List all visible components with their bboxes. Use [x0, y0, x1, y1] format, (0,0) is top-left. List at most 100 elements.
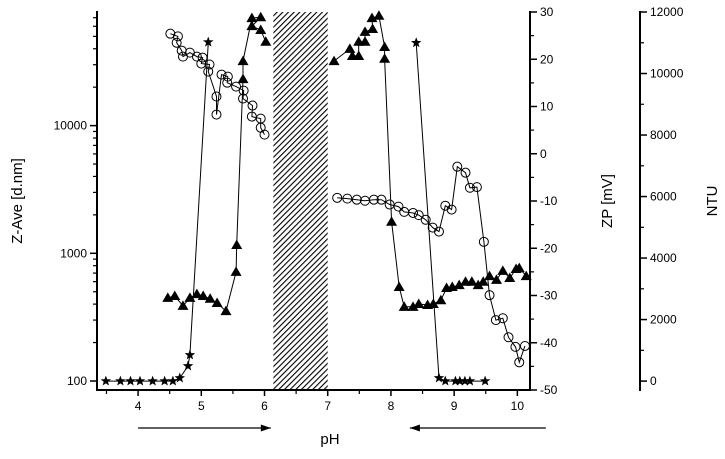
zp-point [211, 297, 223, 308]
zave-point [211, 109, 222, 120]
zave-point [222, 77, 233, 88]
zp-point [367, 23, 379, 34]
x-tick-label: 10 [511, 399, 525, 413]
ntu-point [479, 375, 491, 386]
zp-point [344, 43, 356, 53]
zp-tick-label: 20 [540, 52, 554, 66]
zp-point [504, 272, 516, 283]
zave-point [172, 31, 183, 42]
zave-point [191, 51, 202, 62]
zp-tick-label: -10 [540, 194, 558, 208]
x-tick-label: 5 [198, 399, 205, 413]
zp-point [520, 270, 532, 281]
zp-point [393, 281, 405, 291]
zp-point [169, 290, 181, 300]
zave-tick-label: 10000 [54, 119, 88, 133]
zp-point [191, 288, 203, 299]
zave-point [351, 194, 362, 205]
zave-point [203, 66, 214, 77]
zave-point [342, 193, 353, 204]
zave-point [452, 161, 463, 172]
zp-point [379, 53, 391, 63]
zp-point [398, 301, 410, 311]
zave-point [204, 59, 215, 70]
zp-point [466, 276, 478, 286]
ntu-tick-label: 8000 [650, 128, 677, 142]
ntu-point [411, 37, 422, 48]
zave-point [171, 37, 182, 48]
zp-point [246, 12, 258, 23]
zp-point [490, 274, 502, 284]
y-axis-label-zp: ZP [mV] [599, 174, 616, 228]
zp-point [386, 216, 398, 226]
zp-point [497, 265, 509, 275]
ntu-point [450, 375, 461, 386]
ntu-point [100, 375, 112, 386]
zp-tick-label: 10 [540, 100, 554, 114]
zave-point [446, 204, 457, 215]
zp-point [513, 262, 525, 273]
z-ave-line [170, 33, 265, 135]
zave-point [165, 28, 176, 39]
zave-point [519, 340, 530, 351]
ntu-line [415, 42, 486, 382]
arrow-head [409, 424, 420, 432]
zave-tick-label: 100 [67, 374, 87, 388]
x-tick-label: 9 [451, 399, 458, 413]
zave-point [420, 214, 431, 225]
zp-point [204, 293, 216, 303]
ntu-point [440, 375, 451, 386]
zp-point [260, 36, 272, 46]
ntu-point [159, 375, 170, 386]
zp-point [220, 305, 232, 316]
zp-tick-label: -30 [540, 289, 558, 303]
excluded-ph-region [273, 12, 328, 390]
zp-point [237, 55, 249, 66]
x-tick-label: 6 [261, 399, 268, 413]
zp-point [255, 24, 267, 34]
zave-point [211, 91, 222, 102]
zave-point [376, 194, 387, 205]
zp-tick-label: -50 [540, 383, 558, 397]
ntu-tick-label: 0 [650, 374, 657, 388]
zp-point [453, 279, 465, 290]
zp-point [237, 73, 249, 84]
y-axis-label-zave: Z-Ave [d.nm] [9, 158, 26, 244]
zave-point [433, 226, 444, 237]
ntu-point [174, 372, 185, 383]
zave-point [332, 192, 343, 203]
zp-point [373, 10, 385, 20]
zp-tick-label: -20 [540, 241, 558, 255]
ntu-line [105, 42, 209, 382]
ntu-point [147, 375, 158, 386]
zave-point [196, 58, 207, 69]
zp-point [246, 20, 258, 31]
ntu-point [115, 375, 126, 386]
zave-point [408, 207, 419, 218]
ntu-tick-label: 12000 [650, 5, 684, 19]
zave-point [368, 194, 379, 205]
z-ave-line [337, 165, 526, 365]
ntu-point [167, 375, 179, 386]
zave-point [484, 290, 495, 301]
zp-point [435, 294, 447, 305]
zave-point [471, 182, 482, 193]
zave-point [514, 357, 525, 368]
zave-point [478, 236, 489, 247]
zave-point [238, 93, 249, 104]
ntu-tick-label: 10000 [650, 67, 684, 81]
ntu-tick-label: 4000 [650, 251, 677, 265]
zp-point [359, 36, 371, 46]
zp-tick-label: 0 [540, 147, 547, 161]
ntu-point [134, 375, 146, 386]
x-tick-label: 4 [135, 399, 142, 413]
zave-point [460, 167, 471, 178]
zp-point [477, 276, 489, 286]
zave-point [247, 100, 258, 111]
x-tick-label: 7 [324, 399, 331, 413]
ntu-point [464, 375, 476, 386]
x-axis-label: pH [320, 431, 339, 448]
ntu-point [433, 372, 445, 383]
zave-point [259, 129, 270, 140]
zave-tick-label: 1000 [60, 246, 87, 260]
